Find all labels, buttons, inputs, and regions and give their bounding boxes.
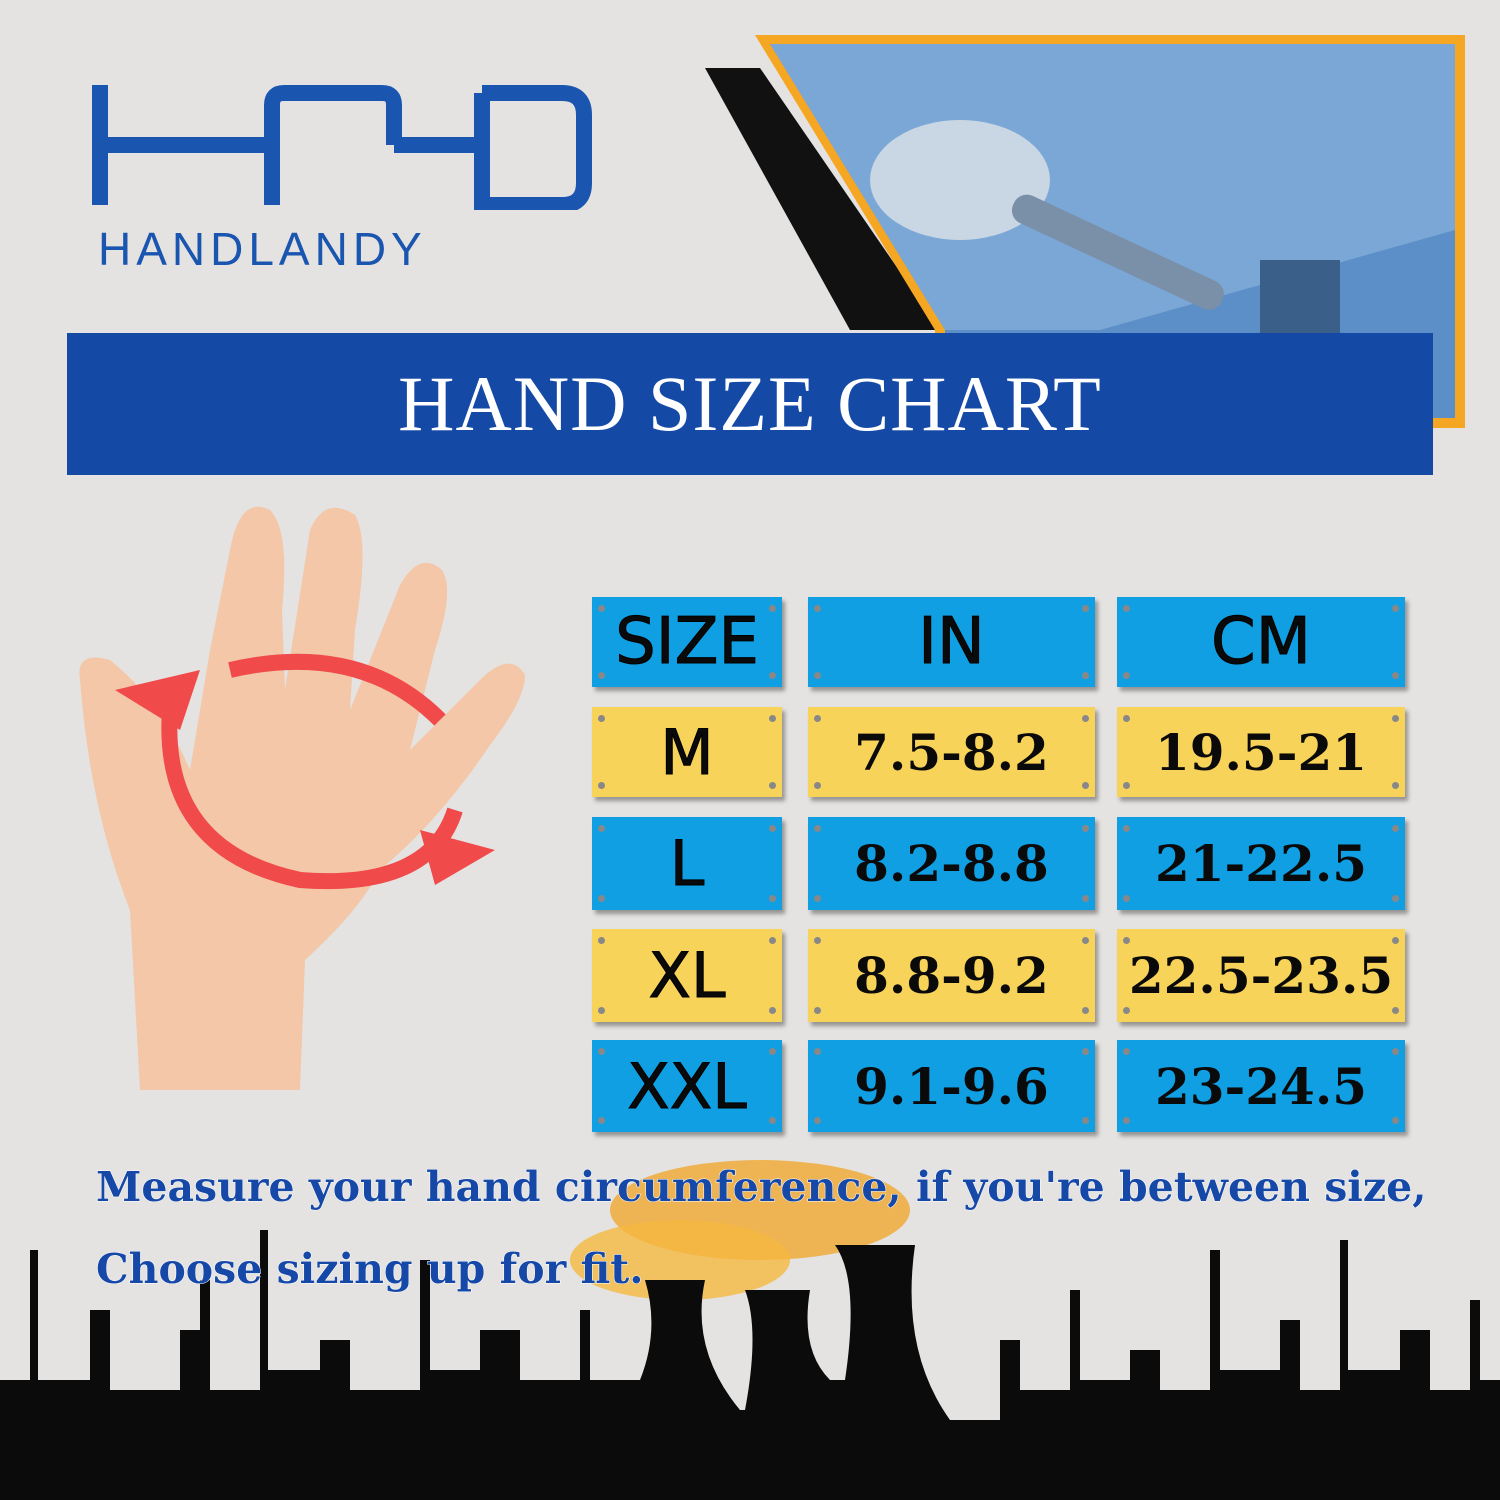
screw-icon bbox=[1392, 1048, 1399, 1055]
header-label: SIZE bbox=[615, 605, 760, 680]
header-label: CM bbox=[1211, 605, 1312, 680]
header-in: IN bbox=[808, 597, 1095, 687]
cm-cell: 19.5-21 bbox=[1117, 707, 1405, 797]
screw-icon bbox=[1392, 937, 1399, 944]
header-size: SIZE bbox=[592, 597, 782, 687]
screw-icon bbox=[814, 937, 821, 944]
screw-icon bbox=[598, 1007, 605, 1014]
screw-icon bbox=[769, 605, 776, 612]
screw-icon bbox=[814, 825, 821, 832]
screw-icon bbox=[1392, 672, 1399, 679]
sizing-advice: Choose sizing up for fit. bbox=[95, 1245, 644, 1294]
screw-icon bbox=[1123, 672, 1130, 679]
screw-icon bbox=[769, 937, 776, 944]
screw-icon bbox=[598, 1048, 605, 1055]
screw-icon bbox=[1082, 937, 1089, 944]
screw-icon bbox=[814, 895, 821, 902]
screw-icon bbox=[1082, 895, 1089, 902]
header-cm: CM bbox=[1117, 597, 1405, 687]
screw-icon bbox=[1082, 782, 1089, 789]
size-cell: M bbox=[592, 707, 782, 797]
screw-icon bbox=[1392, 1117, 1399, 1124]
measure-instruction: Measure your hand circumference, if you'… bbox=[96, 1163, 1427, 1212]
brand-logo-icon bbox=[92, 85, 592, 210]
screw-icon bbox=[1082, 715, 1089, 722]
hand-measure-illustration bbox=[79, 506, 525, 1090]
screw-icon bbox=[1123, 1007, 1130, 1014]
screw-icon bbox=[1082, 672, 1089, 679]
screw-icon bbox=[769, 1117, 776, 1124]
inch-cell: 8.8-9.2 bbox=[808, 929, 1095, 1022]
screw-icon bbox=[1082, 825, 1089, 832]
screw-icon bbox=[1392, 715, 1399, 722]
screw-icon bbox=[814, 605, 821, 612]
screw-icon bbox=[1123, 937, 1130, 944]
screw-icon bbox=[769, 1048, 776, 1055]
worker-photo bbox=[705, 35, 1465, 428]
header-label: IN bbox=[918, 605, 986, 680]
screw-icon bbox=[1082, 605, 1089, 612]
screw-icon bbox=[814, 1117, 821, 1124]
screw-icon bbox=[814, 1007, 821, 1014]
page-title: HAND SIZE CHART bbox=[398, 360, 1102, 447]
screw-icon bbox=[1392, 1007, 1399, 1014]
screw-icon bbox=[814, 672, 821, 679]
cm-cell: 23-24.5 bbox=[1117, 1040, 1405, 1132]
screw-icon bbox=[598, 782, 605, 789]
screw-icon bbox=[598, 672, 605, 679]
screw-icon bbox=[598, 825, 605, 832]
size-cell: XXL bbox=[592, 1040, 782, 1132]
screw-icon bbox=[598, 1117, 605, 1124]
screw-icon bbox=[1123, 605, 1130, 612]
cm-cell: 22.5-23.5 bbox=[1117, 929, 1405, 1022]
screw-icon bbox=[769, 715, 776, 722]
screw-icon bbox=[769, 1007, 776, 1014]
screw-icon bbox=[1123, 825, 1130, 832]
screw-icon bbox=[1123, 715, 1130, 722]
screw-icon bbox=[1082, 1007, 1089, 1014]
screw-icon bbox=[598, 605, 605, 612]
screw-icon bbox=[769, 672, 776, 679]
screw-icon bbox=[598, 715, 605, 722]
screw-icon bbox=[769, 825, 776, 832]
screw-icon bbox=[1123, 895, 1130, 902]
screw-icon bbox=[814, 715, 821, 722]
screw-icon bbox=[1123, 1048, 1130, 1055]
industrial-skyline bbox=[0, 1160, 1500, 1500]
screw-icon bbox=[1392, 782, 1399, 789]
screw-icon bbox=[598, 937, 605, 944]
inch-cell: 9.1-9.6 bbox=[808, 1040, 1095, 1132]
screw-icon bbox=[1392, 605, 1399, 612]
screw-icon bbox=[814, 782, 821, 789]
brand-name: HANDLANDY bbox=[98, 223, 427, 275]
screw-icon bbox=[1082, 1048, 1089, 1055]
screw-icon bbox=[769, 782, 776, 789]
screw-icon bbox=[1392, 825, 1399, 832]
screw-icon bbox=[1123, 1117, 1130, 1124]
screw-icon bbox=[814, 1048, 821, 1055]
inch-cell: 8.2-8.8 bbox=[808, 817, 1095, 910]
size-cell: L bbox=[592, 817, 782, 910]
size-cell: XL bbox=[592, 929, 782, 1022]
screw-icon bbox=[1123, 782, 1130, 789]
screw-icon bbox=[1392, 895, 1399, 902]
title-banner: HAND SIZE CHART bbox=[67, 333, 1433, 475]
cm-cell: 21-22.5 bbox=[1117, 817, 1405, 910]
screw-icon bbox=[1082, 1117, 1089, 1124]
screw-icon bbox=[598, 895, 605, 902]
screw-icon bbox=[769, 895, 776, 902]
inch-cell: 7.5-8.2 bbox=[808, 707, 1095, 797]
